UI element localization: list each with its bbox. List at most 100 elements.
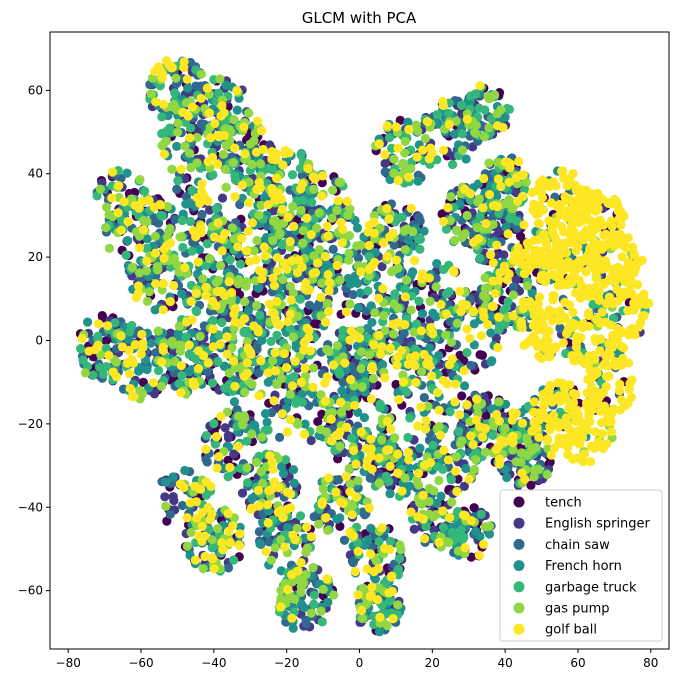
data-point-golf-ball	[104, 350, 114, 360]
data-point-english-springer	[160, 492, 170, 502]
data-point-golf-ball	[475, 81, 485, 91]
data-point-gas-pump	[95, 184, 105, 194]
data-point-gas-pump	[388, 329, 399, 339]
data-point-golf-ball	[481, 218, 491, 229]
data-point-french-horn	[229, 397, 240, 407]
data-point-garbage-truck	[177, 371, 187, 381]
data-point-golf-ball	[554, 315, 564, 325]
data-point-golf-ball	[418, 145, 428, 155]
data-point-golf-ball	[626, 392, 636, 403]
data-point-gas-pump	[257, 432, 267, 442]
data-point-golf-ball	[264, 299, 274, 309]
data-point-golf-ball	[425, 143, 436, 153]
data-point-tench	[455, 350, 465, 360]
data-point-garbage-truck	[242, 436, 252, 446]
data-point-golf-ball	[237, 180, 247, 190]
data-point-gas-pump	[398, 370, 408, 380]
data-point-garbage-truck	[223, 472, 233, 482]
points-layer	[75, 56, 654, 637]
data-point-golf-ball	[380, 150, 390, 160]
data-point-golf-ball	[566, 238, 576, 248]
data-point-gas-pump	[186, 527, 196, 538]
data-point-garbage-truck	[255, 310, 265, 320]
data-point-golf-ball	[322, 221, 332, 231]
data-point-gas-pump	[479, 132, 490, 142]
data-point-french-horn	[183, 83, 193, 93]
data-point-golf-ball	[243, 226, 254, 236]
data-point-golf-ball	[484, 189, 495, 200]
data-point-golf-ball	[184, 340, 194, 350]
data-point-golf-ball	[162, 56, 172, 66]
data-point-gas-pump	[424, 483, 435, 494]
data-point-golf-ball	[543, 351, 554, 362]
data-point-golf-ball	[493, 174, 504, 184]
data-point-golf-ball	[438, 145, 449, 155]
data-point-golf-ball	[558, 248, 568, 259]
data-point-golf-ball	[639, 310, 649, 321]
data-point-gas-pump	[275, 229, 285, 239]
data-point-garbage-truck	[457, 129, 467, 139]
data-point-golf-ball	[610, 273, 621, 283]
data-point-golf-ball	[302, 213, 312, 223]
data-point-golf-ball	[129, 358, 139, 368]
data-point-golf-ball	[136, 349, 146, 359]
data-point-garbage-truck	[210, 439, 221, 449]
data-point-gas-pump	[184, 148, 195, 158]
data-point-gas-pump	[312, 223, 322, 233]
data-point-golf-ball	[579, 449, 590, 459]
data-point-gas-pump	[389, 154, 399, 164]
data-point-golf-ball	[571, 389, 581, 400]
data-point-english-springer	[306, 435, 316, 446]
data-point-golf-ball	[337, 238, 347, 248]
data-point-gas-pump	[316, 310, 326, 321]
data-point-golf-ball	[277, 204, 287, 215]
data-point-garbage-truck	[213, 356, 223, 367]
data-point-golf-ball	[527, 187, 537, 198]
data-point-chain-saw	[555, 323, 565, 333]
data-point-golf-ball	[391, 122, 401, 132]
data-point-golf-ball	[528, 205, 538, 215]
data-point-gas-pump	[309, 184, 319, 194]
data-point-gas-pump	[400, 244, 410, 255]
data-point-gas-pump	[301, 569, 311, 580]
data-point-garbage-truck	[494, 208, 504, 219]
data-point-gas-pump	[276, 585, 286, 595]
data-point-gas-pump	[470, 127, 480, 137]
data-point-french-horn	[180, 465, 190, 476]
data-point-french-horn	[296, 599, 306, 609]
data-point-gas-pump	[332, 341, 343, 351]
data-point-golf-ball	[158, 279, 168, 289]
data-point-garbage-truck	[181, 332, 191, 342]
data-point-golf-ball	[476, 331, 487, 341]
data-point-golf-ball	[178, 107, 188, 117]
data-point-golf-ball	[201, 282, 211, 292]
data-point-golf-ball	[382, 121, 392, 131]
data-point-golf-ball	[306, 230, 316, 240]
data-point-golf-ball	[182, 317, 192, 327]
data-point-garbage-truck	[153, 365, 164, 376]
data-point-golf-ball	[578, 235, 589, 245]
data-point-gas-pump	[159, 138, 170, 148]
chart-title: GLCM with PCA	[302, 9, 417, 27]
data-point-gas-pump	[335, 275, 345, 285]
data-point-tench	[395, 115, 405, 125]
data-point-gas-pump	[314, 208, 324, 218]
data-point-gas-pump	[379, 311, 389, 321]
data-point-golf-ball	[198, 351, 209, 361]
data-point-golf-ball	[285, 236, 295, 247]
data-point-golf-ball	[107, 193, 117, 203]
data-point-golf-ball	[271, 173, 282, 183]
data-point-garbage-truck	[438, 522, 448, 532]
data-point-chain-saw	[275, 432, 285, 442]
data-point-gas-pump	[460, 229, 470, 239]
data-point-golf-ball	[186, 296, 196, 307]
data-point-golf-ball	[303, 163, 313, 174]
data-point-garbage-truck	[500, 319, 510, 329]
data-point-golf-ball	[424, 154, 434, 164]
data-point-french-horn	[232, 105, 242, 115]
data-point-garbage-truck	[307, 197, 317, 208]
data-point-tench	[475, 350, 485, 360]
data-point-golf-ball	[438, 216, 449, 227]
data-point-golf-ball	[586, 216, 596, 226]
data-point-golf-ball	[406, 203, 416, 213]
